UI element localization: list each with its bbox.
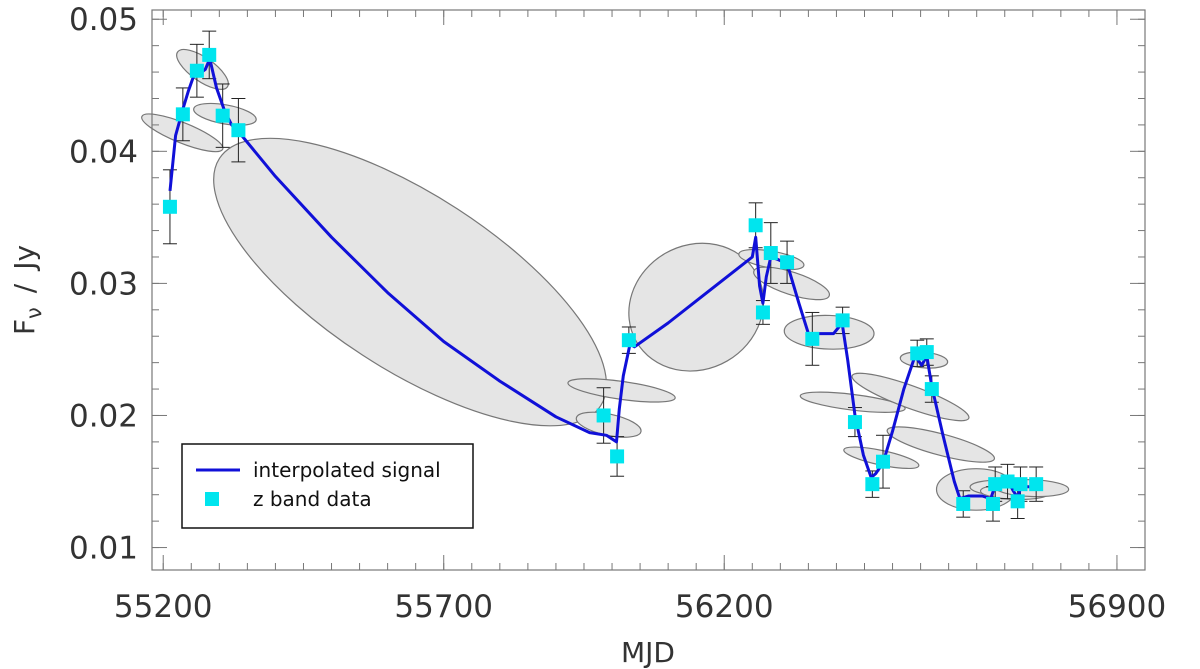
confidence-ellipse-0 xyxy=(141,113,224,153)
data-point-4 xyxy=(215,108,230,123)
data-point-6 xyxy=(596,408,611,423)
data-point-19 xyxy=(919,345,934,360)
x-tick-label-3: 56900 xyxy=(1068,589,1167,625)
data-point-1 xyxy=(175,107,190,122)
data-point-14 xyxy=(835,313,850,328)
x-tick-label-0: 55200 xyxy=(114,589,213,625)
data-point-5 xyxy=(231,123,246,138)
confidence-ellipse-3 xyxy=(213,137,608,427)
x-axis-title: MJD xyxy=(621,636,675,669)
data-point-0 xyxy=(162,199,177,214)
y-tick-label-4: 0.05 xyxy=(69,2,138,38)
data-point-9 xyxy=(748,218,763,233)
y-tick-label-0: 0.01 xyxy=(69,531,138,567)
data-point-15 xyxy=(847,415,862,430)
data-point-7 xyxy=(610,449,625,464)
tick-labels: 55200 55700 56200 56900 0.01 0.02 0.03 0.04 0.05 xyxy=(69,2,1166,625)
data-point-27 xyxy=(1029,477,1044,492)
legend-label-interpolated-signal: interpolated signal xyxy=(253,458,441,482)
data-point-22 xyxy=(985,496,1000,511)
x-tick-label-2: 56200 xyxy=(675,589,774,625)
y-axis-title-separator: / xyxy=(8,283,41,293)
y-tick-label-1: 0.02 xyxy=(69,398,138,434)
legend-marker-swatch xyxy=(205,492,219,506)
legend-box xyxy=(181,443,474,529)
x-tick-label-1: 55700 xyxy=(394,589,493,625)
y-tick-label-2: 0.03 xyxy=(69,266,138,302)
svg-text:Fν/Jy: Fν / Jy xyxy=(8,245,46,335)
plot-axes xyxy=(151,9,1146,571)
data-point-11 xyxy=(763,246,778,261)
data-point-25 xyxy=(1010,494,1025,509)
data-point-2 xyxy=(189,63,204,78)
z-band-data-series xyxy=(162,47,1044,511)
y-tick-label-3: 0.04 xyxy=(69,134,138,170)
data-point-17 xyxy=(876,454,891,469)
y-axis-title-subscript: ν xyxy=(22,307,46,319)
legend-label-z-band-data: z band data xyxy=(253,487,372,511)
data-point-12 xyxy=(780,255,795,270)
data-point-16 xyxy=(865,477,880,492)
legend: interpolated signal z band data xyxy=(181,443,474,529)
y-axis-title-unit: Jy xyxy=(8,245,41,272)
y-axis-title: Fν / Jy xyxy=(8,245,46,335)
data-point-20 xyxy=(924,382,939,397)
data-point-23 xyxy=(988,477,1003,492)
data-point-21 xyxy=(956,496,971,511)
data-point-10 xyxy=(755,305,770,320)
data-point-26 xyxy=(1013,477,1028,492)
plot-frame xyxy=(151,9,1146,571)
confidence-ellipse-12 xyxy=(851,372,970,422)
data-point-13 xyxy=(805,331,820,346)
data-point-24 xyxy=(1000,474,1015,489)
y-axis-title-quantity: F xyxy=(8,319,41,335)
data-point-8 xyxy=(621,333,636,348)
data-point-3 xyxy=(202,47,217,62)
